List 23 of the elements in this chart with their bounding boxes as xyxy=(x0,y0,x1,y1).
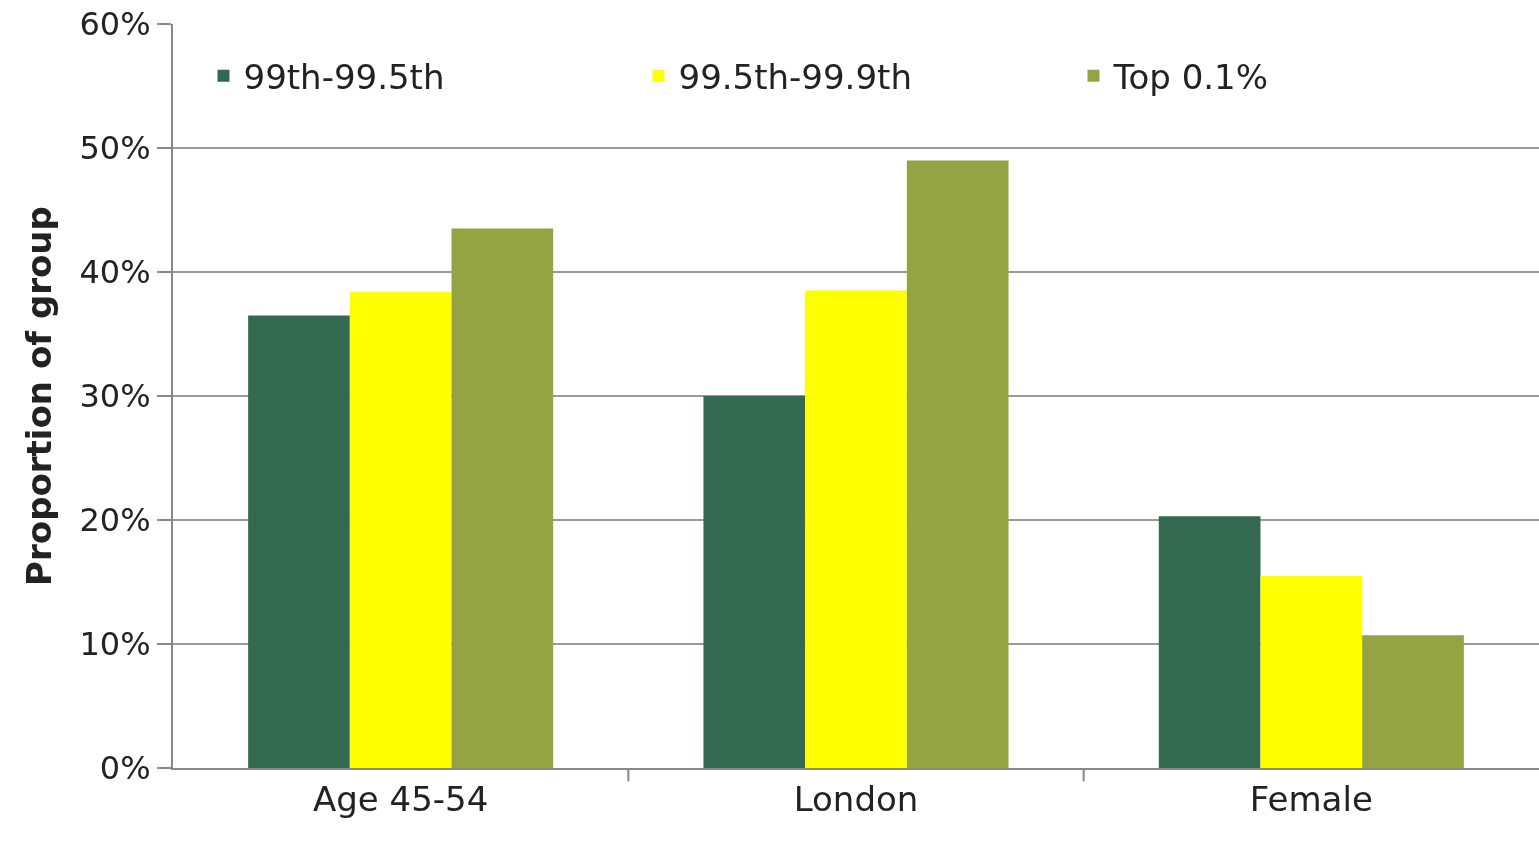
y-tick-label: 60% xyxy=(79,5,151,44)
y-tick-label: 10% xyxy=(79,625,151,664)
bar xyxy=(1260,575,1363,768)
bar xyxy=(451,228,554,768)
bar xyxy=(1158,516,1261,768)
x-tick-label: Age 45-54 xyxy=(312,778,489,819)
x-tick-label: London xyxy=(793,778,919,819)
bar xyxy=(1362,635,1464,768)
y-tick-label: 40% xyxy=(79,253,151,292)
legend-label: 99th-99.5th xyxy=(243,56,445,97)
bar xyxy=(248,315,350,768)
y-tick-label: 0% xyxy=(99,749,151,788)
legend-label: Top 0.1% xyxy=(1112,56,1269,97)
bar xyxy=(906,160,1009,768)
y-tick-label: 20% xyxy=(79,501,151,540)
y-tick-label: 30% xyxy=(79,377,151,416)
bar xyxy=(703,396,806,768)
y-tick-label: 50% xyxy=(79,129,151,168)
y-axis-title: Proportion of group xyxy=(18,206,59,586)
legend-label: 99.5th-99.9th xyxy=(678,56,912,97)
x-tick-label: Female xyxy=(1249,778,1373,819)
bar xyxy=(349,291,452,768)
bar xyxy=(805,290,907,768)
